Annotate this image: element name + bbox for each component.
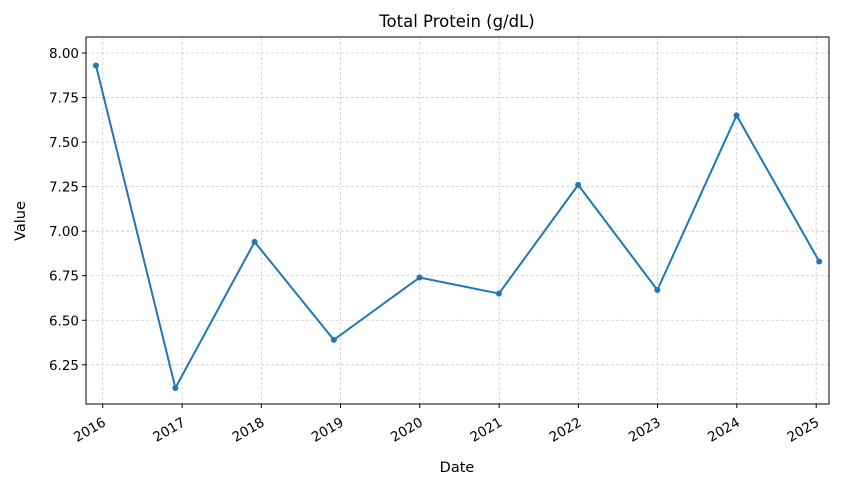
- data-point: [92, 62, 99, 69]
- data-point: [733, 112, 740, 119]
- grid: [86, 37, 829, 404]
- plot-frame: [85, 36, 830, 405]
- x-axis-label: Date: [440, 460, 475, 476]
- data-point: [172, 384, 179, 391]
- series-layer: [92, 62, 823, 391]
- data-point: [495, 290, 502, 297]
- data-point: [330, 336, 337, 343]
- y-tick-label: 6.75: [49, 269, 79, 285]
- y-tick-label: 8.00: [49, 46, 79, 62]
- y-tick-label: 7.25: [49, 180, 79, 196]
- y-tick-label: 7.75: [49, 91, 79, 107]
- data-point: [575, 181, 582, 188]
- data-point: [416, 274, 423, 281]
- y-tick-label: 7.50: [49, 135, 79, 151]
- y-axis-label: Value: [13, 201, 29, 241]
- chart-title: Total Protein (g/dL): [378, 12, 534, 31]
- data-point: [816, 258, 823, 265]
- y-tick-label: 6.50: [49, 313, 79, 329]
- data-point: [251, 238, 258, 245]
- series-line: [95, 65, 821, 389]
- y-axis: 6.25 6.50 6.75 7.00 7.25 7.50 7.75 8.00: [49, 46, 86, 374]
- y-tick-label: 6.25: [49, 358, 79, 374]
- data-point: [654, 286, 661, 293]
- y-tick-label: 7.00: [49, 224, 79, 240]
